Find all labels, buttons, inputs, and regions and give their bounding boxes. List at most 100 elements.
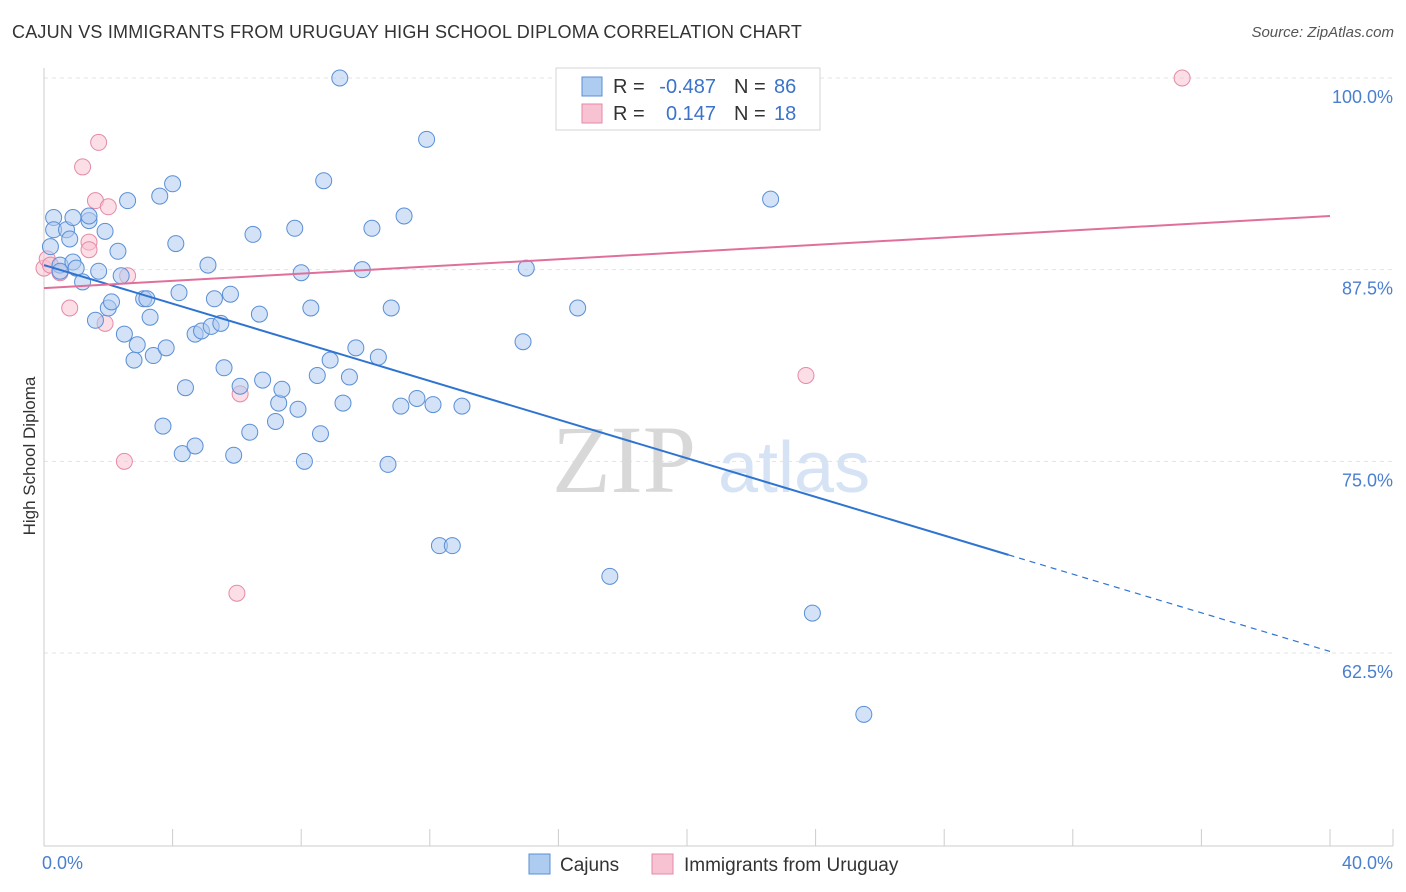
cajuns-point bbox=[286, 219, 304, 237]
cajuns-point bbox=[311, 425, 329, 443]
cajuns-point bbox=[601, 567, 619, 585]
legend-r-value-2: 0.147 bbox=[666, 103, 716, 125]
watermark: ZIP atlas bbox=[552, 406, 870, 513]
uruguay-point bbox=[228, 584, 246, 602]
uruguay-point bbox=[90, 133, 108, 151]
cajuns-point bbox=[128, 336, 146, 354]
cajuns-point bbox=[90, 262, 108, 280]
cajuns-point bbox=[199, 256, 217, 274]
watermark-zip: ZIP bbox=[552, 406, 696, 513]
cajuns-point bbox=[61, 230, 79, 248]
cajuns-point bbox=[157, 339, 175, 357]
cajuns-point bbox=[569, 299, 587, 317]
cajuns-point bbox=[289, 400, 307, 418]
legend-n-label-1: N = bbox=[734, 76, 766, 98]
legend-swatch-cajuns bbox=[581, 76, 603, 97]
cajuns-point bbox=[154, 417, 172, 435]
cajuns-point bbox=[112, 267, 130, 285]
cajuns-point bbox=[125, 351, 143, 369]
cajuns-point bbox=[167, 235, 185, 253]
cajuns-point bbox=[443, 537, 461, 555]
y-tick-labels: 100.0% 87.5% 75.0% 62.5% bbox=[1332, 87, 1393, 682]
bottom-legend-label-uruguay: Immigrants from Uruguay bbox=[684, 855, 899, 876]
bottom-legend-swatch-cajuns bbox=[528, 853, 551, 875]
cajuns-point bbox=[424, 396, 442, 414]
cajuns-point bbox=[302, 299, 320, 317]
cajuns-point bbox=[86, 311, 104, 329]
cajuns-point bbox=[96, 222, 114, 240]
cajuns-point bbox=[64, 209, 82, 227]
cajuns-point bbox=[170, 284, 188, 302]
uruguay-point bbox=[74, 158, 92, 176]
cajuns-point bbox=[408, 389, 426, 407]
cajuns-point bbox=[308, 366, 326, 384]
legend-n-label-2: N = bbox=[734, 103, 766, 125]
y-tick-label: 75.0% bbox=[1342, 470, 1393, 490]
cajuns-point bbox=[321, 351, 339, 369]
watermark-atlas: atlas bbox=[718, 428, 870, 508]
cajuns-point bbox=[295, 452, 313, 470]
grid-lines bbox=[44, 77, 1393, 654]
cajuns-point bbox=[418, 130, 436, 148]
cajuns-point bbox=[379, 455, 397, 473]
cajuns-point bbox=[347, 339, 365, 357]
uruguay-point bbox=[797, 366, 815, 384]
cajuns-point bbox=[173, 445, 191, 463]
legend-n-value-1: 86 bbox=[774, 76, 796, 98]
cajuns-point bbox=[205, 290, 223, 308]
cajuns-point bbox=[231, 377, 249, 395]
uruguay-point bbox=[80, 241, 98, 259]
bottom-legend-label-cajuns: Cajuns bbox=[560, 855, 619, 876]
cajuns-point bbox=[254, 371, 272, 389]
uruguay-point bbox=[61, 299, 79, 317]
cajuns-trendline bbox=[43, 264, 1009, 556]
cajuns-point bbox=[144, 347, 162, 365]
cajuns-point bbox=[67, 259, 85, 277]
cajuns-point bbox=[762, 190, 780, 208]
cajuns-point bbox=[331, 69, 349, 87]
cajuns-point bbox=[109, 242, 127, 260]
legend-n-value-2: 18 bbox=[774, 103, 796, 125]
cajuns-point bbox=[273, 380, 291, 398]
uruguay-point bbox=[115, 452, 133, 470]
y-tick-label: 87.5% bbox=[1342, 279, 1393, 299]
cajuns-point bbox=[395, 207, 413, 225]
cajuns-trendline-extension bbox=[1008, 554, 1331, 653]
cajuns-point bbox=[250, 305, 268, 323]
cajuns-point bbox=[138, 290, 156, 308]
cajuns-point bbox=[363, 219, 381, 237]
cajuns-point bbox=[215, 359, 233, 377]
cajuns-point bbox=[315, 172, 333, 190]
stats-legend: R = -0.487 N = 86 R = 0.147 N = 18 bbox=[555, 67, 821, 131]
uruguay-point bbox=[99, 198, 117, 216]
cajuns-point bbox=[176, 379, 194, 397]
cajuns-point bbox=[41, 238, 59, 256]
cajuns-point bbox=[80, 207, 98, 225]
cajuns-point bbox=[186, 437, 204, 455]
cajuns-point bbox=[803, 604, 821, 622]
cajuns-point bbox=[340, 368, 358, 386]
cajuns-point bbox=[270, 394, 288, 412]
y-axis-label: High School Diploma bbox=[20, 376, 39, 535]
legend-r-label-2: R = bbox=[613, 103, 645, 125]
cajuns-point bbox=[517, 259, 535, 277]
series-legend: Cajuns Immigrants from Uruguay bbox=[528, 853, 899, 876]
x-tick-label-max: 40.0% bbox=[1342, 853, 1393, 873]
series-cajuns bbox=[41, 69, 873, 723]
source-credit: Source: ZipAtlas.com bbox=[1251, 24, 1394, 41]
cajuns-point bbox=[334, 394, 352, 412]
cajuns-point bbox=[382, 299, 400, 317]
bottom-legend-swatch-uruguay bbox=[651, 853, 674, 875]
cajuns-point bbox=[221, 285, 239, 303]
legend-r-value-1: -0.487 bbox=[659, 76, 716, 98]
uruguay-point bbox=[1173, 69, 1191, 87]
uruguay-trendline bbox=[43, 215, 1331, 290]
cajuns-point bbox=[266, 412, 284, 430]
cajuns-point bbox=[141, 308, 159, 326]
chart-title: CAJUN VS IMMIGRANTS FROM URUGUAY HIGH SC… bbox=[12, 22, 803, 42]
axes bbox=[43, 68, 1393, 847]
cajuns-point bbox=[855, 705, 873, 723]
cajuns-point bbox=[151, 187, 169, 205]
x-tick-label-min: 0.0% bbox=[42, 853, 83, 873]
